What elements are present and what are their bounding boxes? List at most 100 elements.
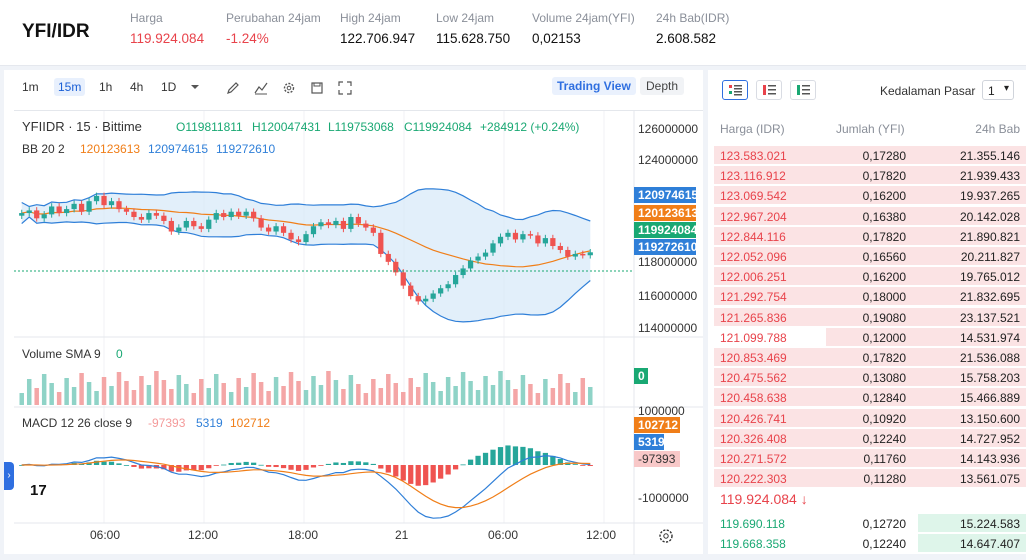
ask-row[interactable]: 120.475.562 0,13080 15.758.203 [708, 367, 1026, 387]
depth-bar [714, 287, 1026, 306]
macd-histogram-bar [206, 465, 212, 469]
pen-icon[interactable] [226, 81, 240, 95]
order-total: 20.211.827 [960, 250, 1020, 264]
depth-bar [714, 146, 1026, 164]
ask-row[interactable]: 120.222.303 0,11280 13.561.075 [708, 468, 1026, 488]
view-both-button[interactable] [722, 80, 748, 100]
depth-button[interactable]: Depth [640, 77, 685, 95]
macd-histogram-bar [191, 465, 197, 471]
candle [490, 240, 496, 256]
candle [131, 208, 137, 221]
candle [243, 208, 249, 219]
sidebar-toggle[interactable]: › [4, 462, 14, 490]
order-price: 122.844.116 [720, 229, 786, 244]
volume-bar [415, 387, 421, 405]
signal-tag [634, 417, 680, 433]
pair-title: YFI/IDR [22, 21, 90, 42]
bb-upper-tag [634, 187, 696, 203]
volume-bar [371, 379, 376, 405]
ask-row[interactable]: 123.116.912 0,17820 21.939.433 [708, 165, 1026, 185]
fullscreen-icon[interactable] [338, 81, 352, 95]
candle [251, 208, 257, 222]
macd-histogram-bar [460, 464, 466, 466]
macd-histogram-bar [505, 445, 511, 465]
candle [580, 250, 586, 259]
volume-bar [131, 390, 137, 405]
macd-histogram-bar [303, 465, 309, 470]
macd-value: 5319 [196, 416, 223, 430]
ask-row[interactable]: 122.006.251 0,16200 19.765.012 [708, 266, 1026, 286]
last-price-tag [634, 222, 696, 238]
order-amount: 0,12240 [862, 537, 906, 552]
svg-text:119272610: 119272610 [638, 240, 698, 254]
depth-bar [714, 408, 1026, 427]
trading-view-button[interactable]: Trading View [552, 77, 636, 95]
macd-histogram-bar [467, 459, 474, 465]
interval-4h[interactable]: 4h [130, 80, 144, 94]
interval-15m[interactable]: 15m [54, 78, 86, 96]
price-chart[interactable]: YFIIDR · 15 · Bittime O119811811 H120047… [14, 111, 703, 555]
ask-row[interactable]: 123.583.021 0,17280 21.355.146 [708, 145, 1026, 165]
interval-1d[interactable]: 1D [161, 80, 177, 94]
settings-gear-icon[interactable] [659, 529, 673, 543]
ask-row[interactable]: 121.265.836 0,19080 23.137.521 [708, 307, 1026, 327]
tradingview-logo: 17 [30, 482, 47, 499]
bid-row[interactable]: 119.690.118 0,12720 15.224.583 [708, 513, 1026, 533]
macd-histogram-bar [370, 463, 376, 465]
macd-histogram-bar [482, 452, 489, 465]
legend-open: O119811811 [176, 120, 243, 134]
order-total: 15.224.583 [959, 517, 1020, 531]
order-price: 120.326.408 [720, 431, 787, 446]
bid-row[interactable]: 119.668.358 0,12240 14.647.407 [708, 533, 1026, 553]
macd-histogram-bar [161, 465, 167, 470]
volume-bar [191, 393, 197, 405]
macd-histogram-bar [340, 462, 347, 465]
macd-histogram-bar [423, 465, 429, 486]
candle [348, 213, 354, 233]
macd-histogram-bar [251, 462, 257, 465]
gear-icon[interactable] [282, 81, 296, 95]
candle [527, 230, 534, 239]
save-icon[interactable] [310, 81, 324, 95]
price-tick: 118000000 [638, 255, 698, 269]
indicator-icon[interactable] [254, 81, 268, 95]
chart-area[interactable]: YFIIDR · 15 · Bittime O119811811 H120047… [14, 110, 703, 555]
ask-row[interactable]: 122.052.096 0,16560 20.211.827 [708, 246, 1026, 266]
price-tick: 114000000 [638, 321, 698, 335]
list-asks-icon [763, 85, 776, 95]
candle [505, 229, 511, 241]
view-bids-button[interactable] [790, 80, 816, 100]
ask-row[interactable]: 121.099.788 0,12000 14.531.974 [708, 327, 1026, 347]
ask-row[interactable]: 122.967.204 0,16380 20.142.028 [708, 206, 1026, 226]
volume-bar [490, 385, 496, 405]
ask-row[interactable]: 120.853.469 0,17820 21.536.088 [708, 347, 1026, 367]
ask-row[interactable]: 122.844.116 0,17820 21.890.821 [708, 226, 1026, 246]
order-total: 14.727.952 [959, 431, 1020, 446]
interval-1m[interactable]: 1m [22, 80, 39, 94]
ask-row[interactable]: 123.069.542 0,16200 19.937.265 [708, 185, 1026, 205]
chevron-down-icon[interactable] [190, 82, 200, 92]
macd-histogram-bar [101, 461, 107, 465]
ask-row[interactable]: 120.271.572 0,11760 14.143.936 [708, 448, 1026, 468]
volume-bar [475, 390, 481, 405]
candle [475, 253, 481, 264]
candle [467, 257, 474, 272]
candle [378, 229, 384, 258]
volume-bar [386, 374, 391, 405]
volume-bar [520, 375, 526, 405]
ask-row[interactable]: 120.326.408 0,12240 14.727.952 [708, 428, 1026, 448]
macd-histogram-bar [318, 465, 324, 466]
order-amount: 0,11280 [863, 472, 907, 487]
order-book-header: Kedalaman Pasar 1 ▾ [708, 70, 1026, 110]
view-asks-button[interactable] [756, 80, 782, 100]
volume-bar [258, 382, 264, 405]
ask-row[interactable]: 120.458.638 0,12840 15.466.889 [708, 387, 1026, 407]
bb-label: BB 20 2 [22, 142, 65, 156]
ask-row[interactable]: 120.426.741 0,10920 13.150.600 [708, 408, 1026, 428]
ask-row[interactable]: 121.292.754 0,18000 21.832.695 [708, 286, 1026, 306]
interval-1h[interactable]: 1h [99, 80, 113, 94]
candle [213, 209, 219, 223]
price-tick: 124000000 [638, 153, 698, 167]
depth-select[interactable]: 1 ▾ [982, 80, 1014, 100]
macd-histogram-bar [116, 463, 122, 465]
